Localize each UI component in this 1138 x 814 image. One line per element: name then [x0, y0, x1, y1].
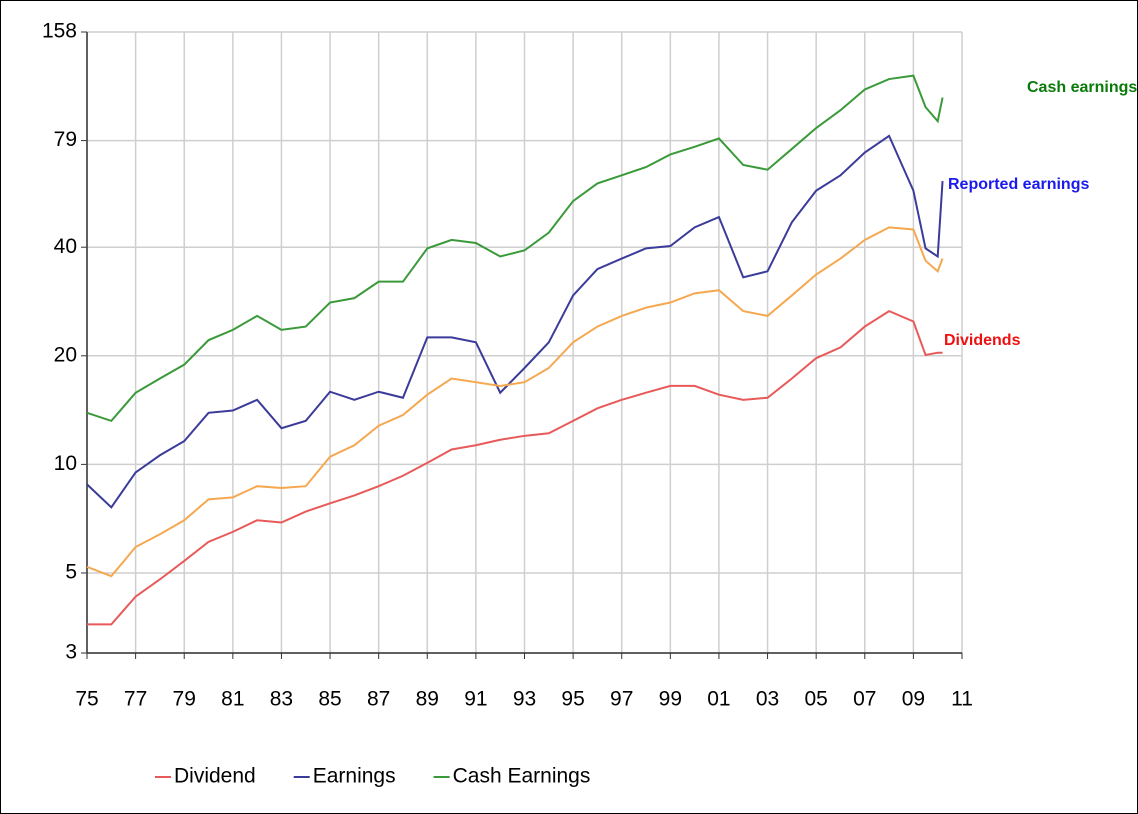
legend-label: Earnings — [313, 765, 396, 788]
y-tick-label: 40 — [54, 235, 77, 258]
x-tick-label: 05 — [804, 688, 827, 711]
x-tick-label: 81 — [221, 688, 244, 711]
x-tick-label: 93 — [513, 688, 536, 711]
y-tick-label: 158 — [42, 20, 77, 43]
annotation: Dividends — [944, 332, 1021, 349]
x-tick-label: 83 — [270, 688, 293, 711]
legend-label: Cash Earnings — [453, 765, 591, 788]
series-line — [87, 309, 943, 626]
legend-label: Dividend — [174, 765, 256, 788]
series-line — [86, 74, 944, 423]
y-tick-label: 3 — [65, 641, 77, 664]
x-tick-label: 97 — [610, 688, 633, 711]
x-tick-label: 09 — [902, 688, 925, 711]
x-tick-label: 87 — [367, 688, 390, 711]
y-tick-label: 5 — [65, 561, 77, 584]
x-tick-label: 11 — [951, 688, 973, 711]
x-tick-label: 91 — [464, 688, 487, 711]
x-tick-label: 89 — [416, 688, 439, 711]
x-tick-label: 85 — [318, 688, 341, 711]
x-tick-label: 01 — [707, 688, 730, 711]
x-tick-label: 95 — [561, 688, 584, 711]
x-tick-label: 75 — [75, 688, 98, 711]
annotation: Reported earnings — [948, 176, 1089, 193]
y-tick-label: 79 — [54, 128, 77, 151]
annotation: Cash earnings — [1027, 79, 1137, 96]
y-tick-label: 10 — [54, 452, 77, 475]
x-tick-label: 99 — [659, 688, 682, 711]
y-tick-label: 20 — [54, 343, 77, 366]
series-line — [86, 134, 944, 509]
x-tick-label: 77 — [124, 688, 147, 711]
x-tick-label: 07 — [853, 688, 876, 711]
series-line — [86, 226, 944, 578]
x-tick-label: 79 — [173, 688, 196, 711]
x-tick-label: 03 — [756, 688, 779, 711]
